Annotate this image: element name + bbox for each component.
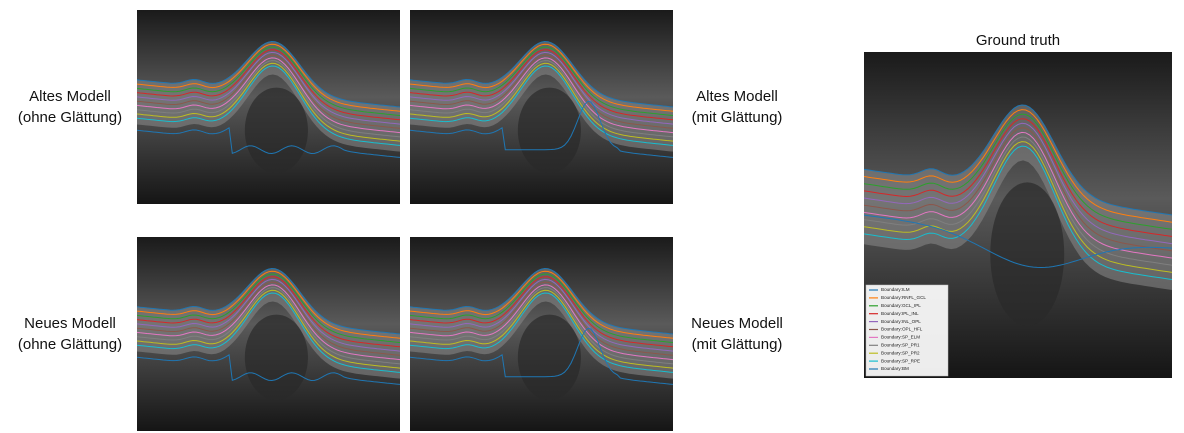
dome-shadow <box>245 88 308 173</box>
legend-label: Boundary:ILM <box>881 287 910 292</box>
ground-truth-title: Ground truth <box>976 32 1060 49</box>
legend-label: Boundary:SP_PR2 <box>881 350 920 355</box>
legend-label: Boundary:SP_ELM <box>881 335 920 340</box>
panel-label: (mit Glättung) <box>692 109 783 126</box>
dome-shadow <box>518 315 581 400</box>
oct-image <box>410 10 673 204</box>
oct-image <box>410 237 673 431</box>
panel-label: (ohne Glättung) <box>18 109 122 126</box>
oct-image <box>137 10 400 204</box>
panel-label: (mit Glättung) <box>692 336 783 353</box>
legend-label: Boundary:SP_PR1 <box>881 343 920 348</box>
panel-label: Altes Modell <box>29 88 111 105</box>
legend-label: Boundary:IPL_INL <box>881 311 919 316</box>
dome-shadow <box>990 182 1064 325</box>
legend-label: Boundary:OPL_HFL <box>881 327 923 332</box>
legend-label: Boundary:SP_RPE <box>881 358 920 363</box>
dome-shadow <box>518 88 581 173</box>
dome-shadow <box>245 315 308 400</box>
panel-label: (ohne Glättung) <box>18 336 122 353</box>
panel-label: Neues Modell <box>691 315 783 332</box>
oct-image <box>137 237 400 431</box>
legend-label: Boundary:INL_OPL <box>881 319 921 324</box>
panel-label: Neues Modell <box>24 315 116 332</box>
panel-label: Altes Modell <box>696 88 778 105</box>
legend-label: Boundary:RNFL_GCL <box>881 295 926 300</box>
legend-label: Boundary:GCL_IPL <box>881 303 921 308</box>
figure: Ground truth Altes Modell (ohne Glättung)… <box>0 0 1184 433</box>
legend-label: Boundary:BM <box>881 366 909 371</box>
